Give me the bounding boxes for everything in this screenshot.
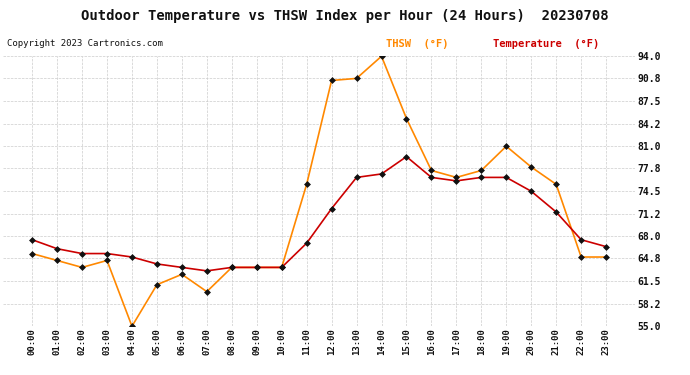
Text: Copyright 2023 Cartronics.com: Copyright 2023 Cartronics.com — [7, 39, 163, 48]
Text: THSW  (°F): THSW (°F) — [386, 39, 449, 50]
Text: Outdoor Temperature vs THSW Index per Hour (24 Hours)  20230708: Outdoor Temperature vs THSW Index per Ho… — [81, 9, 609, 23]
Text: Temperature  (°F): Temperature (°F) — [493, 39, 600, 50]
